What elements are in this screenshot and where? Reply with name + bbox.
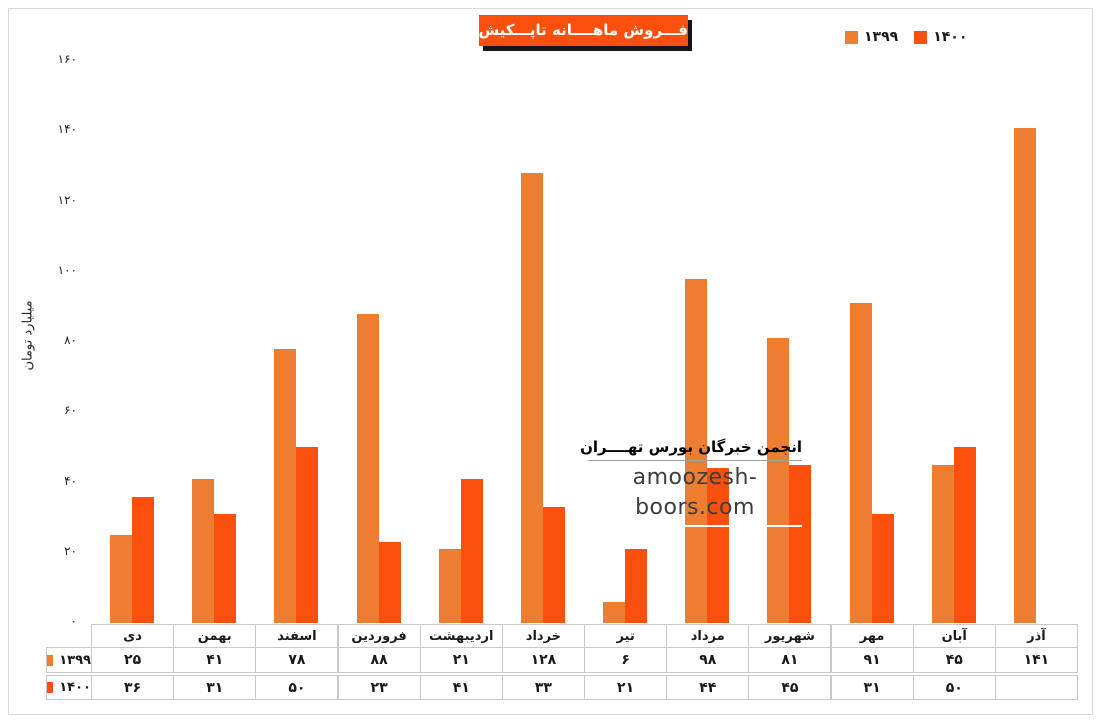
table-cell-1400-month-4: ۴۱: [419, 675, 503, 700]
y-tick-label-40: ۴۰: [64, 473, 77, 488]
watermark-divider-top: [588, 460, 802, 461]
table-cell-1400-month-10: ۵۰: [912, 675, 996, 700]
month-header-4: اردیبهشت: [419, 624, 503, 648]
bar-1399-month-10: [931, 464, 954, 623]
month-header-0: دی: [91, 624, 175, 648]
table-cell-1400-month-2: ۵۰: [255, 675, 339, 700]
month-header-1: بهمن: [173, 624, 257, 648]
bar-1399-month-3: [356, 313, 379, 623]
month-header-6: تیر: [584, 624, 668, 648]
table-cell-1399-month-11: ۱۴۱: [994, 647, 1078, 673]
table-cell-1400-month-3: ۲۳: [337, 675, 421, 700]
bar-1399-month-7: [685, 278, 708, 623]
month-header-5: خرداد: [501, 624, 585, 648]
watermark-association-text: انجمن خبرگان بورس تهــــران: [580, 438, 802, 456]
month-header-11: آذر: [994, 624, 1078, 648]
bar-1399-month-11: [1013, 127, 1036, 623]
table-cell-1400-month-1: ۳۱: [173, 675, 257, 700]
bar-1399-month-8: [767, 338, 790, 623]
table-cell-1400-month-0: ۳۶: [91, 675, 175, 700]
table-cell-1400-month-5: ۳۳: [501, 675, 585, 700]
table-row-header-1399: ۱۳۹۹: [46, 647, 92, 673]
chart-title: فـــروش ماهــــانه تاپـــکیش: [479, 15, 688, 46]
bar-1399-month-5: [520, 173, 543, 623]
y-tick-label-0: ۰: [70, 614, 77, 628]
bar-1400-month-6: [625, 549, 648, 623]
y-tick-label-160: ۱۶۰: [57, 52, 77, 66]
table-cell-1399-month-8: ۸۱: [748, 647, 832, 673]
bar-1399-month-0: [110, 535, 133, 623]
bar-1399-month-2: [274, 349, 297, 623]
y-tick-label-120: ۱۲۰: [57, 192, 77, 207]
table-row-header-1400: ۱۴۰۰: [46, 675, 92, 700]
table-cell-1399-month-2: ۷۸: [255, 647, 339, 673]
table-cell-1400-month-11: [994, 675, 1078, 700]
bar-1400-month-1: [214, 514, 237, 623]
table-cell-1399-month-9: ۹۱: [830, 647, 914, 673]
bar-1400-month-9: [871, 514, 894, 623]
bar-1399-month-4: [438, 549, 461, 623]
table-cell-1399-month-10: ۴۵: [912, 647, 996, 673]
plot-area: [91, 61, 1077, 623]
month-header-8: شهریور: [748, 624, 832, 648]
table-cell-1400-month-6: ۲۱: [584, 675, 668, 700]
bar-1400-month-3: [378, 542, 401, 623]
y-tick-label-80: ۸۰: [64, 333, 77, 347]
table-cell-1399-month-4: ۲۱: [419, 647, 503, 673]
bar-1399-month-6: [603, 601, 626, 623]
chart-title-text: فـــروش ماهــــانه تاپـــکیش: [479, 21, 688, 39]
month-header-2: اسفند: [255, 624, 339, 648]
legend-label-1399: ۱۳۹۹: [864, 29, 899, 45]
watermark-divider-bottom: [588, 525, 802, 527]
table-cell-1400-month-9: ۳۱: [830, 675, 914, 700]
bar-1400-month-5: [542, 507, 565, 623]
row-year-label: ۱۳۹۹: [59, 652, 91, 668]
bar-1400-month-10: [953, 447, 976, 623]
month-header-10: آبان: [912, 624, 996, 648]
table-cell-1399-month-6: ۶: [584, 647, 668, 673]
legend-swatch-1400-icon: [914, 30, 928, 44]
legend-item-1400: ۱۴۰۰: [914, 29, 967, 45]
bar-1400-month-8: [789, 464, 812, 623]
table-cell-1399-month-7: ۹۸: [666, 647, 750, 673]
legend-item-1399: ۱۳۹۹: [845, 29, 898, 45]
legend-swatch-1399-icon: [845, 30, 858, 44]
table-cell-1399-month-3: ۸۸: [337, 647, 421, 673]
table-cell-1400-month-8: ۴۵: [748, 675, 832, 700]
row-swatch-1399-icon: [47, 654, 54, 666]
table-cell-1399-month-5: ۱۲۸: [501, 647, 585, 673]
month-header-7: مرداد: [666, 624, 750, 648]
legend-label-1400: ۱۴۰۰: [933, 29, 968, 45]
bar-1399-month-1: [192, 478, 215, 623]
table-cell-1400-month-7: ۴۴: [666, 675, 750, 700]
table-cell-1399-month-0: ۲۵: [91, 647, 175, 673]
month-header-3: فروردین: [337, 624, 421, 648]
bar-1400-month-0: [132, 496, 155, 623]
bar-1400-month-4: [460, 478, 483, 623]
bar-1400-month-2: [296, 447, 319, 623]
row-swatch-1400-icon: [47, 682, 54, 693]
watermark-website-text: amoozesh-boors.com: [632, 465, 758, 520]
y-tick-label-100: ۱۰۰: [57, 262, 77, 277]
y-tick-label-140: ۱۴۰: [57, 122, 77, 137]
watermark: انجمن خبرگان بورس تهــــران amoozesh-boo…: [580, 438, 802, 527]
legend: ۱۳۹۹ ۱۴۰۰: [845, 29, 967, 45]
bar-1399-month-9: [849, 303, 872, 623]
y-tick-label-20: ۲۰: [64, 543, 77, 558]
table-cell-1399-month-1: ۴۱: [173, 647, 257, 673]
bar-1400-month-7: [707, 468, 730, 623]
month-header-9: مهر: [830, 624, 914, 648]
y-tick-label-60: ۶۰: [64, 403, 77, 418]
chart-frame: [8, 8, 1093, 715]
row-year-label: ۱۴۰۰: [59, 680, 91, 695]
